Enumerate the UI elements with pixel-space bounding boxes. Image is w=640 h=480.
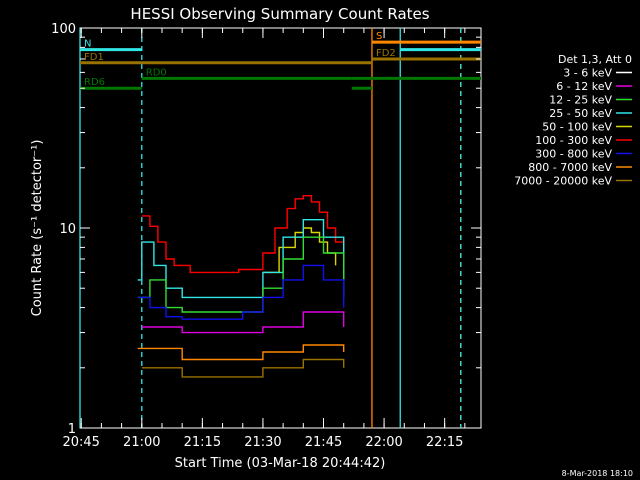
- chart-title: HESSI Observing Summary Count Rates: [130, 5, 429, 23]
- series-line: [137, 264, 345, 320]
- series-line: [137, 219, 345, 299]
- series-line: [137, 344, 345, 361]
- flag-label-rd0: RD0: [146, 67, 167, 78]
- flag-label-s: S: [376, 31, 382, 42]
- legend-entry-label: 800 - 7000 keV: [528, 161, 612, 174]
- series-line: [137, 236, 345, 313]
- series-line: [137, 318, 345, 350]
- flag-label-fd1: FD1: [84, 52, 104, 63]
- series-line: [262, 227, 337, 274]
- flag-label-fd2: FD2: [376, 48, 396, 59]
- x-tick-label: 22:15: [426, 435, 463, 450]
- legend-entry-label: 3 - 6 keV: [563, 67, 612, 80]
- y-tick-label: 1: [68, 422, 76, 437]
- x-tick-label: 20:45: [62, 435, 99, 450]
- series-line: [141, 358, 345, 378]
- series-line: [141, 195, 345, 274]
- legend-title: Det 1,3, Att 0: [558, 53, 632, 66]
- legend-entry-label: 12 - 25 keV: [549, 94, 612, 107]
- legend-entry-label: 6 - 12 keV: [556, 80, 612, 93]
- y-axis-label: Count Rate (s⁻¹ detector⁻¹): [30, 140, 45, 317]
- flag-label-rd6: RD6: [84, 77, 105, 88]
- x-axis-label: Start Time (03-Mar-18 20:44:42): [175, 456, 386, 471]
- x-tick-label: 21:30: [244, 435, 281, 450]
- x-axis: 20:45 21:00 21:15 21:30 21:45 22:00 22:15: [62, 28, 466, 450]
- legend-entry-label: 300 - 800 keV: [535, 148, 612, 161]
- x-tick-label: 21:00: [123, 435, 160, 450]
- y-axis: 1 10 100: [51, 22, 481, 437]
- x-tick-label: 21:15: [184, 435, 221, 450]
- legend-entry-label: 7000 - 20000 keV: [514, 175, 612, 188]
- legend-entry-label: 50 - 100 keV: [542, 121, 612, 134]
- y-tick-label: 100: [51, 22, 76, 37]
- y-tick-label: 10: [59, 222, 76, 237]
- legend-entry-label: 100 - 300 keV: [535, 134, 612, 147]
- x-tick-label: 21:45: [305, 435, 342, 450]
- series-line: [141, 311, 345, 334]
- legend-entry-label: 25 - 50 keV: [549, 107, 612, 120]
- flag-label-n: N: [84, 39, 91, 50]
- footer-timestamp: 8-Mar-2018 18:10: [562, 469, 633, 478]
- plot-area: N S FD1 FD2 RD0 RD6: [79, 27, 482, 429]
- x-tick-label: 22:00: [365, 435, 402, 450]
